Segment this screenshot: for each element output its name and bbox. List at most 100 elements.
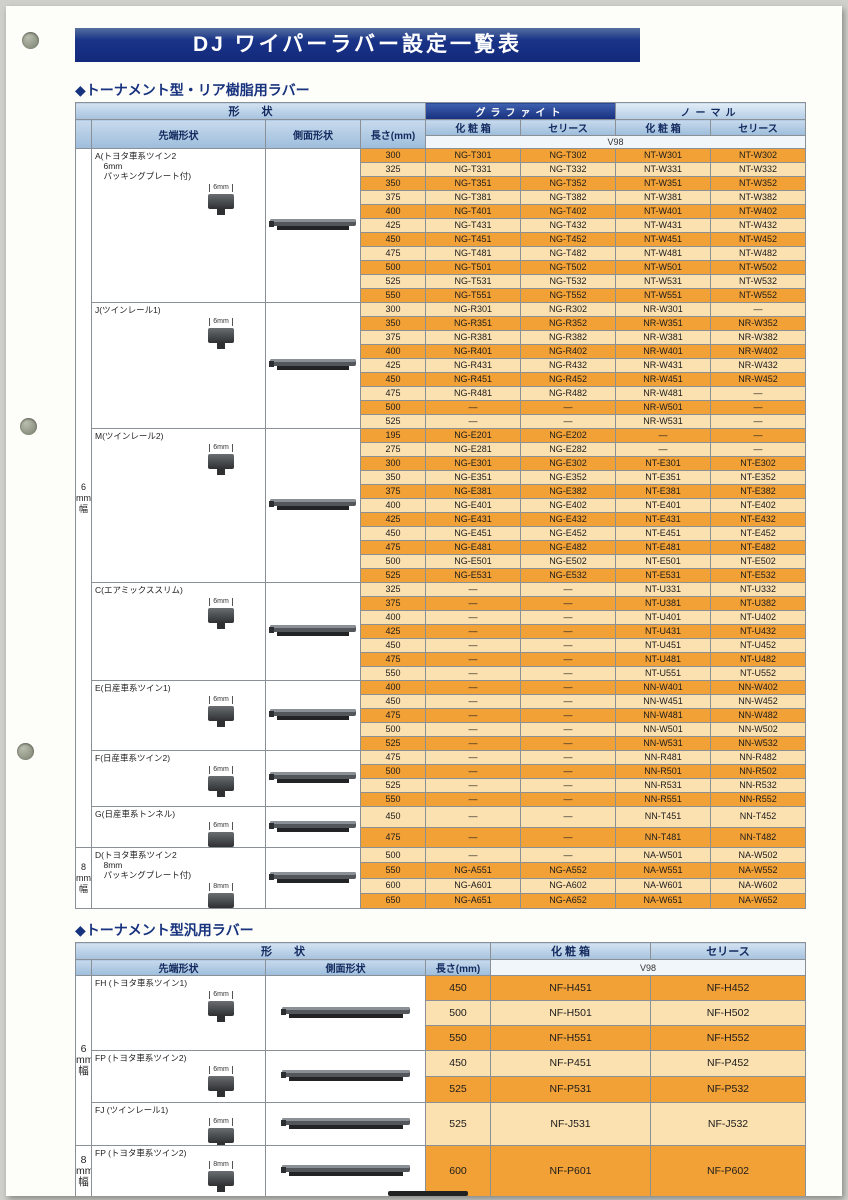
part-number-cell: —	[425, 680, 521, 695]
part-number-cell: NT-W501	[615, 260, 711, 275]
table-row: FJ (ツインレール1) 6mm 525 NF-J531 NF-J532	[75, 1102, 806, 1146]
binder-hole	[20, 418, 37, 435]
tip-shape-label: E(日産車系ツイン1)	[95, 683, 171, 693]
part-number-cell: NT-W302	[710, 148, 806, 163]
part-number-cell: —	[425, 582, 521, 597]
length-header: 長さ(mm)	[425, 959, 491, 976]
length-cell: 500	[360, 764, 426, 779]
part-number-cell: NT-W432	[710, 218, 806, 233]
table2-header-row-2: 先端形状 側面形状 長さ(mm) V98	[75, 959, 806, 976]
part-number-cell: NT-W451	[615, 232, 711, 247]
part-number-cell: NT-W402	[710, 204, 806, 219]
part-number-cell: NG-A551	[425, 862, 521, 879]
part-number-cell: —	[425, 638, 521, 653]
part-number-cell: NT-W552	[710, 288, 806, 303]
tip-shape-cell: E(日産車系ツイン1) 6mm	[91, 680, 266, 751]
part-number-cell: —	[425, 708, 521, 723]
part-number-cell: —	[425, 414, 521, 429]
length-cell: 375	[360, 330, 426, 345]
general-rubber-table: 形 状 化 粧 箱 セリース 先端形状 側面形状 長さ(mm) V98 6 mm…	[75, 942, 806, 1196]
part-number-cell: NG-E302	[520, 456, 616, 471]
part-number-cell: NT-U452	[710, 638, 806, 653]
part-number-cell: NT-W502	[710, 260, 806, 275]
part-number-cell: NF-J531	[490, 1102, 651, 1146]
part-number-cell: NF-P452	[650, 1050, 806, 1077]
part-number-cell: —	[425, 846, 521, 864]
wiper-blade-profile-icon	[269, 871, 356, 883]
part-number-cell: NT-W332	[710, 162, 806, 177]
part-number-cell: NT-U332	[710, 582, 806, 597]
length-cell: 525	[360, 736, 426, 751]
tip-shape-label: C(エアミックススリム)	[95, 585, 183, 595]
part-number-cell: NG-T431	[425, 218, 521, 233]
tip-shape-icon	[208, 776, 234, 797]
part-number-cell: NR-W381	[615, 330, 711, 345]
part-number-cell: NN-R482	[710, 750, 806, 765]
length-cell: 450	[360, 694, 426, 709]
part-number-cell: NA-W651	[615, 892, 711, 910]
length-cell: 475	[360, 540, 426, 555]
length-cell: 525	[360, 778, 426, 793]
part-number-cell: NN-R551	[615, 792, 711, 807]
part-number-cell: —	[520, 694, 616, 709]
part-number-cell: NT-W532	[710, 274, 806, 289]
part-number-cell: NN-W401	[615, 680, 711, 695]
length-cell: 195	[360, 428, 426, 443]
part-number-cell: NA-W502	[710, 846, 806, 864]
tip-shape-cell: FP (トヨタ車系ツイン2) 8mm	[91, 1145, 266, 1196]
tip-shape-label: F(日産車系ツイン2)	[95, 753, 171, 763]
part-number-cell: —	[520, 414, 616, 429]
tip-width-dimension: 6mm	[209, 444, 233, 452]
v98-header: V98	[425, 135, 806, 149]
part-number-cell: —	[520, 764, 616, 779]
part-number-cell: NT-E382	[710, 484, 806, 499]
length-cell: 525	[360, 274, 426, 289]
part-number-cell: NN-R481	[615, 750, 711, 765]
part-number-cell: —	[425, 826, 521, 848]
part-number-cell: NN-R502	[710, 764, 806, 779]
tip-width-dimension: 6mm	[209, 184, 233, 192]
part-number-cell: NA-W652	[710, 892, 806, 910]
tip-shape-icon	[208, 706, 234, 727]
box-header-graphite: 化 粧 箱	[425, 119, 521, 136]
part-number-cell: NF-P601	[490, 1145, 651, 1196]
part-number-cell: NN-R501	[615, 764, 711, 779]
part-number-cell: NT-E302	[710, 456, 806, 471]
part-number-cell: NF-P602	[650, 1145, 806, 1196]
length-cell: 375	[360, 596, 426, 611]
part-number-cell: NG-T302	[520, 148, 616, 163]
part-number-cell: —	[615, 442, 711, 457]
part-number-cell: NR-W531	[615, 414, 711, 429]
part-number-cell: NT-W331	[615, 162, 711, 177]
part-number-cell: NF-J532	[650, 1102, 806, 1146]
part-number-cell: NN-T452	[710, 806, 806, 828]
part-number-cell: NT-U482	[710, 652, 806, 667]
length-cell: 425	[360, 218, 426, 233]
part-number-cell: NF-H551	[490, 1025, 651, 1051]
part-number-cell: NT-W531	[615, 274, 711, 289]
side-shape-cell	[265, 1102, 426, 1146]
length-cell: 500	[360, 554, 426, 569]
tip-shape-graphic: 6mm	[208, 1066, 234, 1097]
part-number-cell: NG-R381	[425, 330, 521, 345]
part-number-cell: —	[615, 428, 711, 443]
side-shape-cell	[265, 975, 426, 1051]
part-number-cell: —	[425, 764, 521, 779]
part-number-cell: —	[425, 610, 521, 625]
part-number-cell: NR-W382	[710, 330, 806, 345]
part-number-cell: NN-R552	[710, 792, 806, 807]
length-cell: 300	[360, 148, 426, 163]
part-number-cell: NN-T481	[615, 826, 711, 848]
part-number-cell: NR-W452	[710, 372, 806, 387]
length-cell: 450	[360, 806, 426, 828]
part-number-cell: NG-E382	[520, 484, 616, 499]
tip-shape-header: 先端形状	[91, 119, 266, 149]
part-number-cell: NT-E532	[710, 568, 806, 583]
side-shape-cell	[265, 680, 361, 751]
normal-header: ノーマル	[615, 102, 806, 120]
part-number-cell: NT-E352	[710, 470, 806, 485]
tip-shape-icon	[208, 328, 234, 349]
part-number-cell: NT-W352	[710, 176, 806, 191]
tip-shape-label: FH (トヨタ車系ツイン1)	[95, 978, 188, 988]
part-number-cell: NR-W352	[710, 316, 806, 331]
